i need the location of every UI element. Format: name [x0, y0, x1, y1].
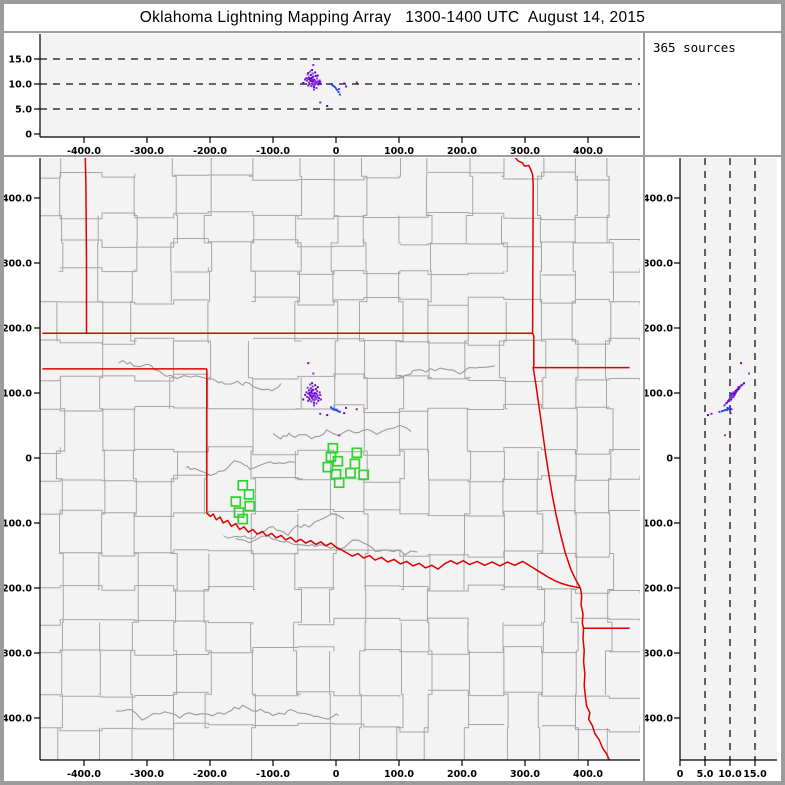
svg-text:-100.0: -100.0	[645, 519, 673, 530]
svg-text:5.0: 5.0	[15, 105, 32, 116]
svg-text:200.0: 200.0	[645, 324, 673, 335]
altitude-gridlines	[704, 158, 756, 760]
svg-text:400.0: 400.0	[4, 194, 32, 205]
svg-text:-400.0: -400.0	[67, 769, 101, 780]
svg-text:-300.0: -300.0	[130, 146, 164, 155]
svg-text:-400.0: -400.0	[67, 146, 101, 155]
y-axis-ticks: 400.0 300.0 200.0 100.0 0 -100.0 -200.0 -300.0 -…	[645, 194, 680, 725]
svg-text:300.0: 300.0	[4, 259, 32, 270]
svg-text:0: 0	[677, 769, 684, 780]
svg-text:-200.0: -200.0	[645, 584, 673, 595]
svg-text:200.0: 200.0	[4, 324, 32, 335]
ns-altitude-plot[interactable]: 400.0 300.0 200.0 100.0 0 -100.0 -200.0 -300.0 -…	[645, 157, 781, 781]
svg-text:300.0: 300.0	[510, 769, 540, 780]
sources-count-label: 365 sources	[653, 40, 736, 55]
svg-text:-100.0: -100.0	[4, 519, 32, 530]
svg-text:-200.0: -200.0	[4, 584, 32, 595]
axis-frame	[679, 158, 777, 761]
svg-text:0: 0	[25, 454, 32, 465]
x-axis-ticks: -400.0 -300.0 -200.0 -100.0 0 100.0 200.0 300.0…	[67, 760, 603, 780]
svg-text:100.0: 100.0	[384, 769, 414, 780]
svg-text:5.0: 5.0	[697, 769, 714, 780]
ew-altitude-plot[interactable]: 0 5.0 10.0 15.0 -400.0 -300.0 -200.0 -100.0 0 100…	[4, 33, 643, 155]
svg-text:400.0: 400.0	[573, 146, 603, 155]
lightning-sources	[302, 64, 358, 107]
svg-text:100.0: 100.0	[645, 389, 673, 400]
svg-text:0: 0	[666, 454, 673, 465]
svg-text:-400.0: -400.0	[4, 714, 32, 725]
axis-frame	[39, 158, 640, 761]
svg-text:15.0: 15.0	[9, 55, 33, 66]
station-markers	[230, 442, 370, 525]
svg-text:-200.0: -200.0	[193, 769, 227, 780]
svg-text:200.0: 200.0	[447, 146, 477, 155]
svg-text:200.0: 200.0	[447, 769, 477, 780]
svg-text:400.0: 400.0	[573, 769, 603, 780]
svg-text:0: 0	[25, 130, 32, 141]
svg-text:100.0: 100.0	[4, 389, 32, 400]
svg-text:-300.0: -300.0	[645, 649, 673, 660]
title-bar: Oklahoma Lightning Mapping Array 1300-14…	[4, 4, 781, 31]
sources-count-panel: 365 sources	[645, 33, 781, 155]
lightning-sources	[707, 362, 750, 437]
svg-text:10.0: 10.0	[718, 769, 742, 780]
page-title: Oklahoma Lightning Mapping Array 1300-14…	[139, 8, 646, 26]
svg-text:-300.0: -300.0	[4, 649, 32, 660]
svg-text:15.0: 15.0	[743, 769, 767, 780]
ew-altitude-panel: 0 5.0 10.0 15.0 -400.0 -300.0 -200.0 -100.0 0 100…	[4, 33, 643, 155]
lightning-sources	[302, 362, 358, 437]
svg-text:0: 0	[333, 769, 340, 780]
svg-text:400.0: 400.0	[645, 194, 673, 205]
svg-text:300.0: 300.0	[645, 259, 673, 270]
y-axis-ticks: 400.0 300.0 200.0 100.0 0 -100.0 -200.0 -300.0 -…	[4, 194, 40, 725]
plan-view-map-panel: 400.0300.0200.0100.00-100.0-200.0-300.0-…	[4, 157, 643, 781]
plot-background	[680, 158, 777, 760]
svg-text:-400.0: -400.0	[645, 714, 673, 725]
state-borders	[42, 158, 630, 760]
altitude-gridlines	[40, 58, 640, 110]
axis-frame	[39, 34, 640, 138]
svg-text:100.0: 100.0	[384, 146, 414, 155]
svg-text:-100.0: -100.0	[256, 146, 290, 155]
ns-altitude-panel: 400.0 300.0 200.0 100.0 0 -100.0 -200.0 -300.0 -…	[645, 157, 781, 781]
svg-text:-200.0: -200.0	[193, 146, 227, 155]
plan-view-map-plot[interactable]: 400.0300.0200.0100.00-100.0-200.0-300.0-…	[4, 157, 643, 781]
x-axis-ticks: 0 5.0 10.0 15.0	[677, 760, 767, 780]
svg-text:-300.0: -300.0	[130, 769, 164, 780]
plot-background	[40, 34, 640, 137]
river-lines	[115, 359, 495, 721]
map-background	[40, 158, 640, 760]
svg-text:-100.0: -100.0	[256, 769, 290, 780]
y-axis-ticks: 0 5.0 10.0 15.0	[9, 55, 40, 141]
svg-text:300.0: 300.0	[510, 146, 540, 155]
x-axis-ticks: -400.0 -300.0 -200.0 -100.0 0 100.0 200.0 300.0…	[67, 137, 603, 155]
svg-text:0: 0	[333, 146, 340, 155]
svg-text:10.0: 10.0	[9, 80, 33, 91]
